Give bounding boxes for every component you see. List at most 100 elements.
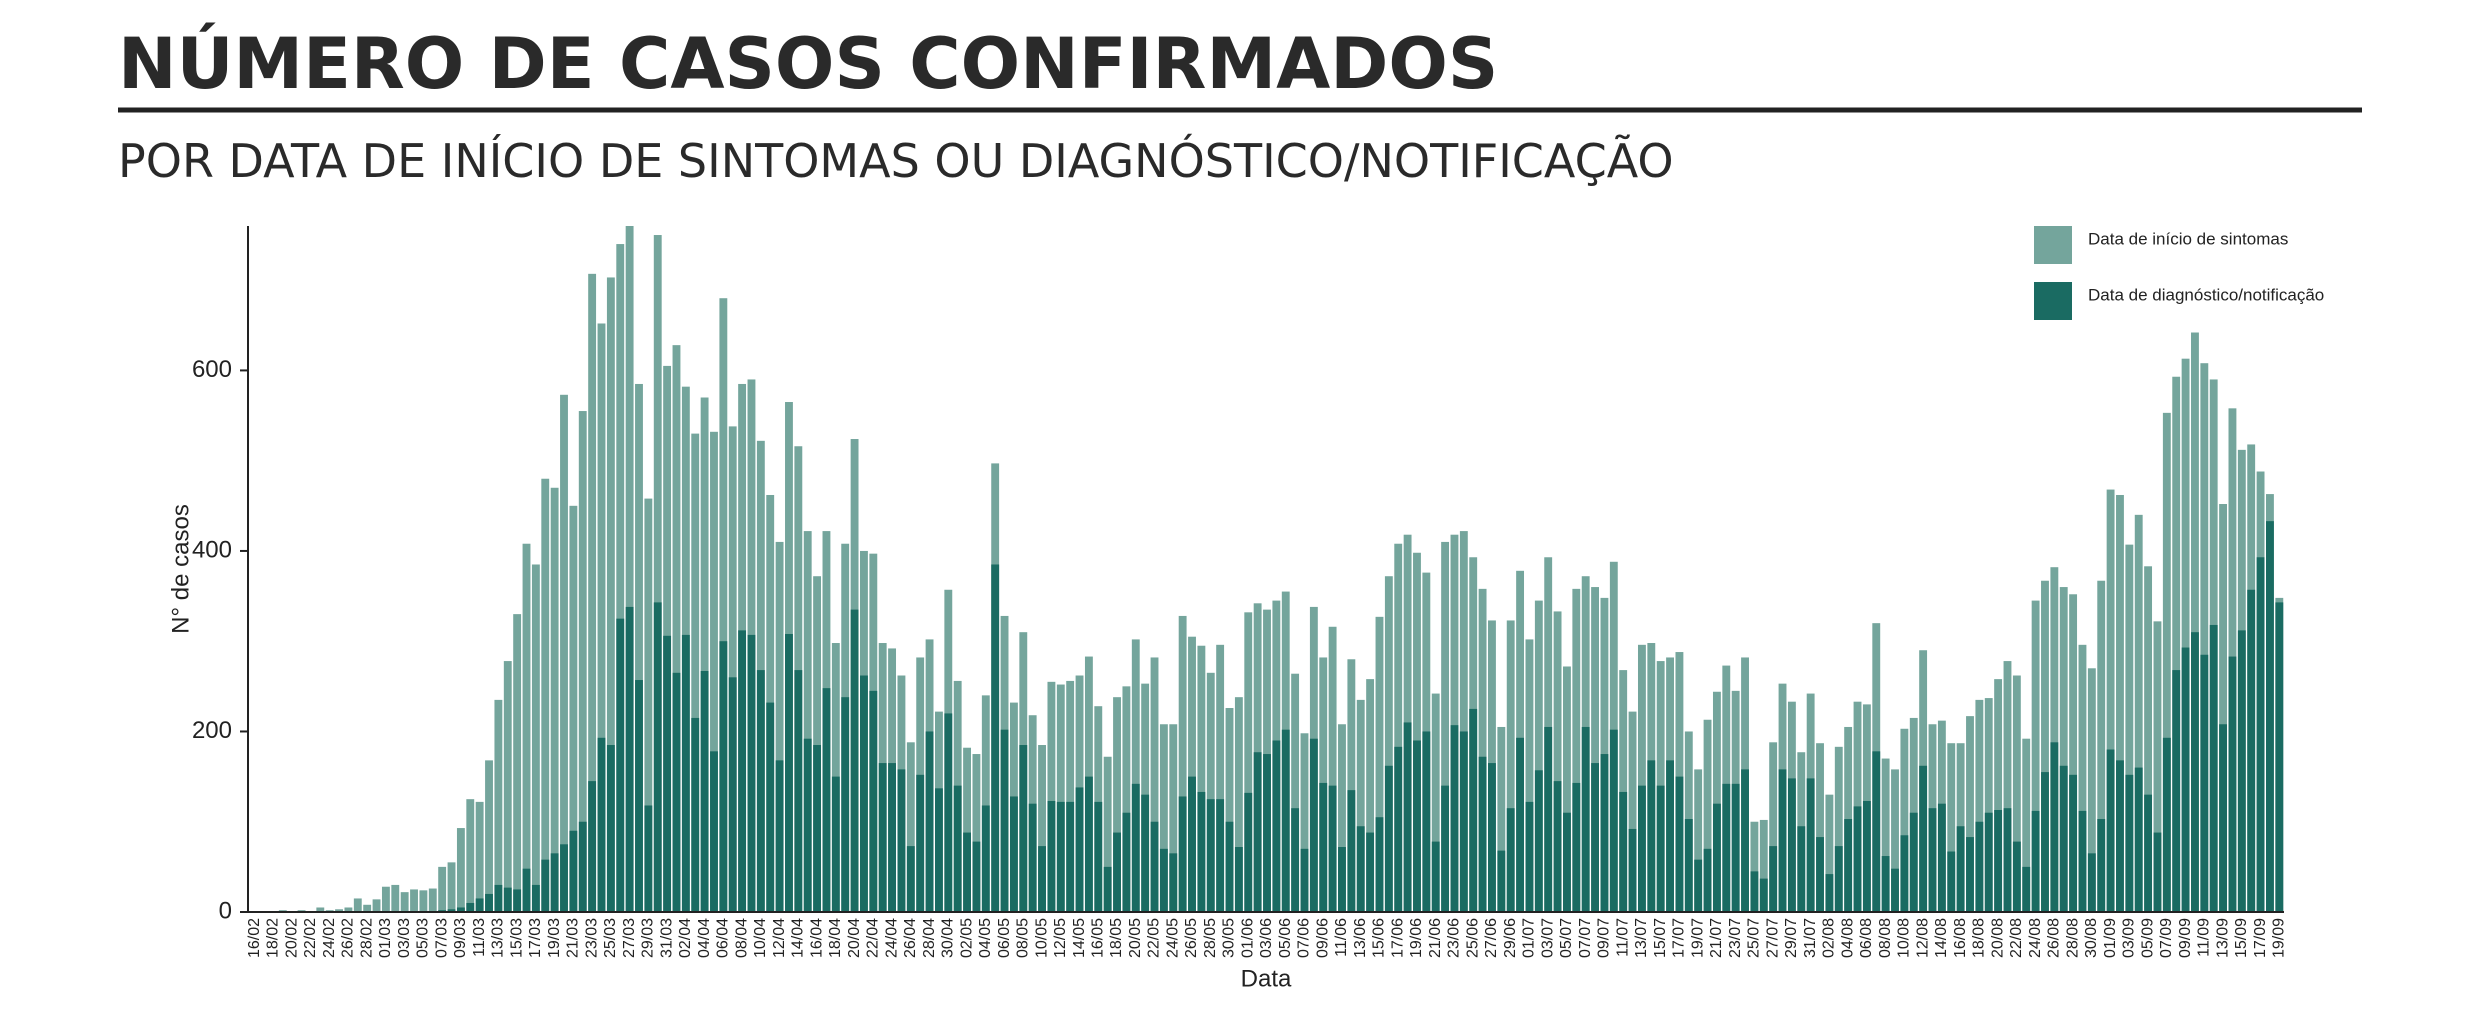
bar — [1947, 851, 1956, 912]
bar — [635, 383, 643, 912]
bar — [1497, 850, 1506, 912]
bar — [775, 541, 784, 912]
legend-label: Data de diagnóstico/notificação — [2088, 285, 2324, 304]
bar — [2106, 749, 2115, 912]
x-tick-label: 16/02 — [246, 918, 263, 958]
bar — [1450, 725, 1459, 912]
bar — [1075, 787, 1084, 912]
bar — [1159, 848, 1168, 912]
bar — [2191, 332, 2199, 913]
x-tick-label: 17/06 — [1389, 918, 1406, 958]
bar — [1488, 763, 1496, 912]
x-tick-label: 22/05 — [1146, 918, 1163, 958]
bar — [625, 226, 634, 912]
bar — [1525, 801, 1534, 912]
bar — [1853, 806, 1862, 912]
x-tick-label: 13/07 — [1633, 918, 1650, 958]
bar — [1047, 681, 1056, 912]
bar — [1000, 729, 1009, 912]
bar — [1628, 711, 1637, 912]
bar — [1234, 847, 1243, 912]
bar — [2059, 587, 2068, 912]
bar — [1272, 740, 1281, 912]
x-tick-label: 31/07 — [1802, 918, 1819, 958]
bar — [1291, 673, 1300, 912]
bar — [1028, 803, 1037, 912]
bar — [1291, 808, 1300, 912]
x-tick-label: 27/07 — [1764, 918, 1781, 958]
bar — [1056, 684, 1065, 912]
bar — [1169, 853, 1178, 912]
bar — [2200, 363, 2209, 912]
bar — [1984, 812, 1993, 912]
bar — [756, 670, 765, 912]
y-tick-label: 600 — [192, 356, 232, 383]
bar — [447, 862, 456, 912]
bar — [1787, 778, 1796, 912]
bar — [1206, 799, 1215, 912]
bar — [1600, 754, 1609, 912]
bar — [1816, 743, 1824, 912]
bar — [1563, 666, 1571, 912]
bar — [1216, 799, 1225, 912]
chart-title: NÚMERO DE CASOS CONFIRMADOS — [118, 23, 1498, 105]
y-tick-label: 0 — [219, 897, 232, 924]
x-tick-label: 06/05 — [996, 918, 1013, 958]
x-tick-label: 02/05 — [958, 918, 975, 958]
y-axis-label: N° de casos — [167, 504, 194, 634]
bar — [2200, 654, 2209, 912]
bar — [719, 298, 728, 912]
x-axis-label: Data — [1241, 965, 1292, 992]
x-tick-label: 30/04 — [940, 918, 957, 958]
x-tick-label: 09/03 — [452, 918, 469, 958]
bar — [1647, 760, 1656, 912]
bar — [1769, 742, 1778, 912]
bar — [785, 633, 793, 912]
bar — [1619, 791, 1628, 912]
bar — [485, 893, 493, 912]
x-tick-label: 17/03 — [527, 918, 544, 958]
bar — [1553, 611, 1562, 912]
bar — [681, 634, 690, 912]
bar — [2050, 742, 2059, 912]
bar — [1450, 534, 1459, 912]
bar — [906, 846, 915, 912]
x-tick-label: 19/06 — [1408, 918, 1425, 958]
bar — [2172, 376, 2181, 912]
bar — [363, 904, 372, 912]
x-tick-label: 03/03 — [396, 918, 413, 958]
bar — [438, 866, 447, 912]
bar — [813, 576, 822, 912]
bar — [531, 884, 540, 912]
bar — [1309, 738, 1318, 912]
bar — [1806, 778, 1815, 912]
bar — [1234, 697, 1243, 912]
x-tick-label: 15/09 — [2233, 918, 2250, 958]
bar — [1891, 868, 1899, 912]
x-tick-label: 16/05 — [1089, 918, 1106, 958]
x-tick-label: 30/08 — [2083, 918, 2100, 958]
bar — [419, 890, 428, 912]
bar — [2116, 494, 2124, 912]
bar — [2181, 647, 2190, 912]
bar — [1984, 698, 1993, 912]
x-tick-label: 11/03 — [471, 918, 488, 957]
bar — [1881, 856, 1890, 912]
x-tick-label: 06/08 — [1858, 918, 1875, 958]
bar — [1469, 708, 1478, 912]
bar — [1131, 639, 1140, 912]
x-tick-label: 10/04 — [752, 918, 769, 958]
bar — [1834, 746, 1843, 912]
x-tick-label: 17/07 — [1671, 918, 1688, 958]
bar — [1375, 616, 1384, 912]
x-tick-label: 13/09 — [2214, 918, 2231, 958]
x-tick-label: 05/09 — [2139, 918, 2156, 958]
legend-swatch — [2034, 282, 2072, 320]
bar — [1431, 841, 1440, 912]
bar — [588, 273, 597, 912]
bar — [1038, 846, 1046, 912]
bar — [1459, 731, 1468, 912]
bar — [972, 754, 981, 912]
bar — [1937, 803, 1946, 912]
bar — [860, 675, 868, 912]
